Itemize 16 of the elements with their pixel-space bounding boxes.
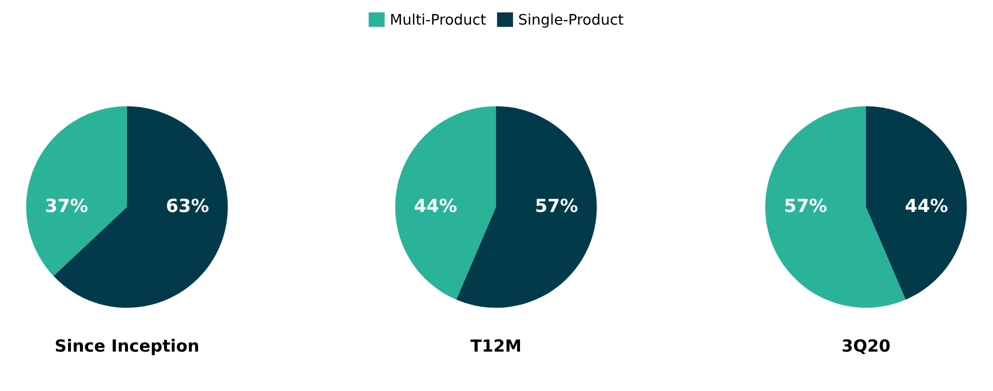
pie-slice: [456, 106, 597, 308]
data-label: 44%: [414, 198, 457, 212]
pie-slice: [866, 106, 967, 300]
legend-label: Multi-Product: [391, 14, 486, 25]
text: Since Inception: [56, 338, 198, 356]
data-label: 57%: [785, 198, 827, 212]
pie-slice: [26, 106, 127, 276]
text: T12M: [470, 339, 520, 352]
data-label: 57%: [536, 198, 578, 212]
text: 3Q20: [842, 339, 890, 354]
data-label: 44%: [906, 198, 948, 212]
pie-slice: [395, 106, 496, 300]
data-label: 37%: [46, 198, 88, 212]
pie-slice: [765, 106, 906, 308]
legend-label: Single-Product: [519, 14, 624, 28]
data-label: 63%: [166, 198, 209, 212]
